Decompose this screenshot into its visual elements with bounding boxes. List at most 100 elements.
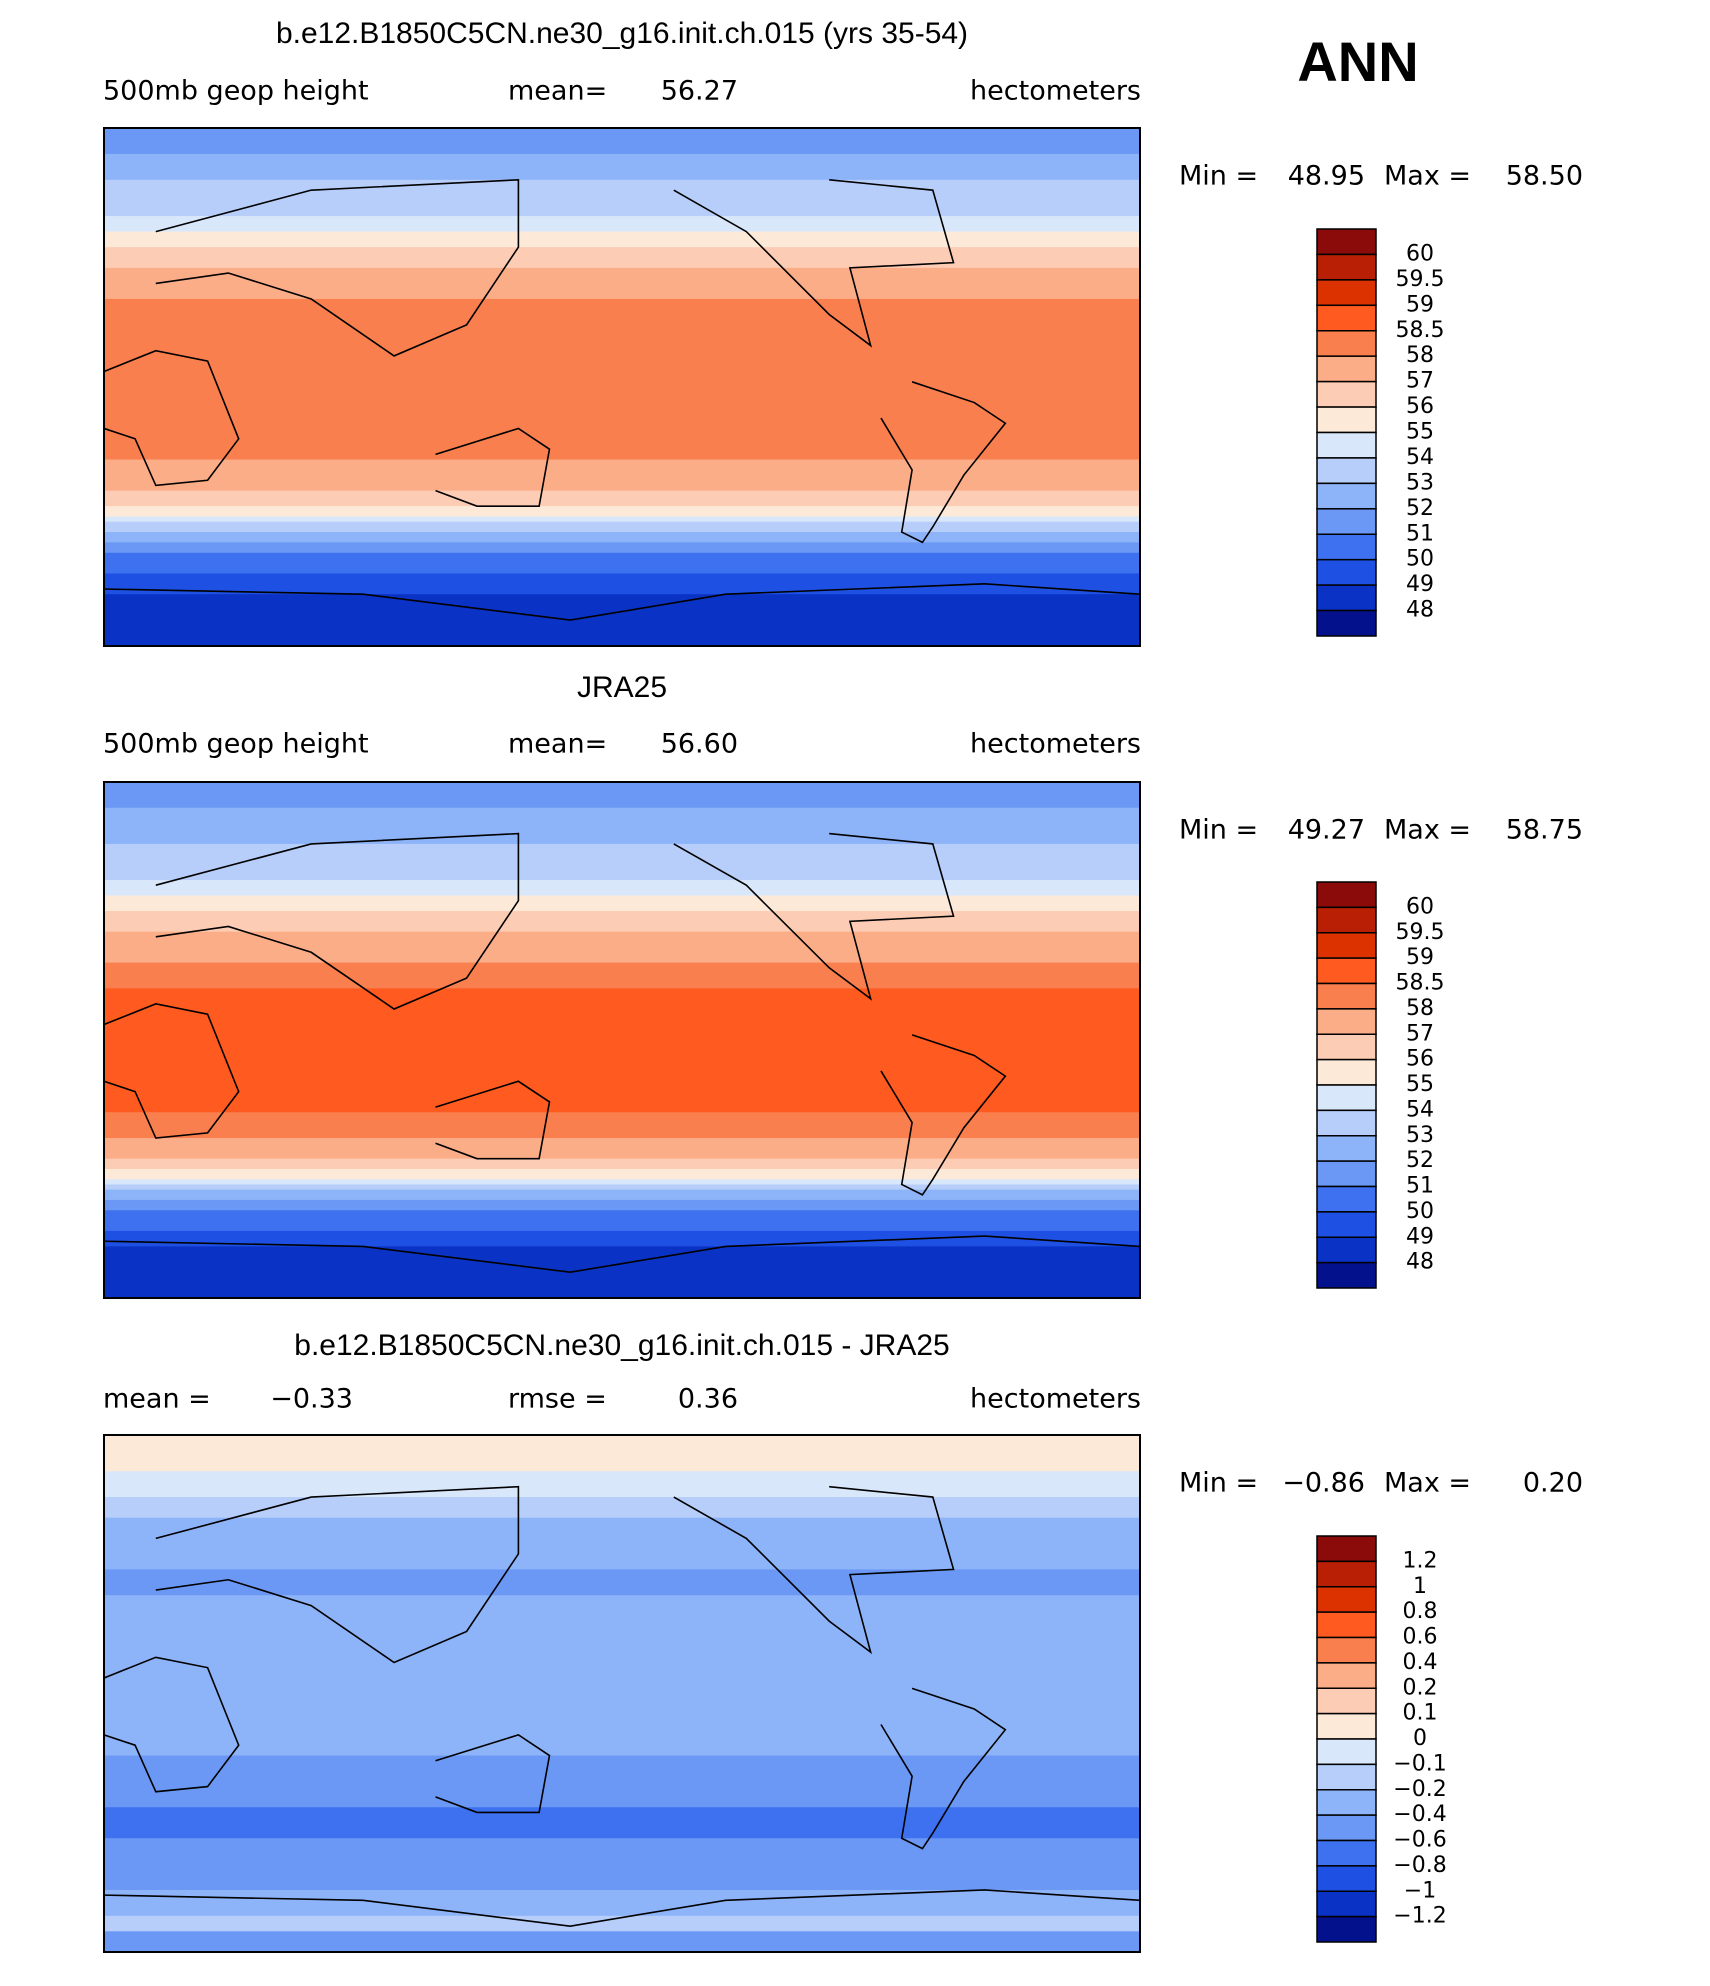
- contour-band: [104, 552, 1140, 574]
- contour-band: [104, 1199, 1140, 1211]
- contour-band: [104, 895, 1140, 912]
- coastline: [155, 832, 520, 1010]
- contour-band: [104, 1497, 1140, 1519]
- colorbar-box: [1316, 406, 1377, 434]
- colorbar-label: −1.2: [1393, 1904, 1446, 1929]
- max-value: 0.20: [1523, 1468, 1583, 1499]
- contour-band: [104, 1246, 1140, 1299]
- contour-band: [104, 542, 1140, 554]
- coastline: [880, 1034, 1007, 1196]
- colorbar-label: −0.6: [1393, 1828, 1446, 1853]
- colorbar-label: 54: [1406, 1097, 1434, 1122]
- contour-band: [104, 1169, 1140, 1180]
- colorbar-box: [1316, 1236, 1377, 1264]
- contour-band: [104, 1838, 1140, 1891]
- left-value: −0.33: [270, 1384, 353, 1415]
- max-label: Max =: [1384, 1468, 1471, 1499]
- contour-band: [104, 1179, 1140, 1185]
- contour-band: [104, 1517, 1140, 1570]
- min-value: −0.86: [1282, 1468, 1365, 1499]
- contour-band: [104, 1112, 1140, 1139]
- coastline: [880, 1687, 1007, 1850]
- contour-band: [104, 490, 1140, 507]
- colorbar-box: [1316, 1839, 1377, 1867]
- colorbar-label: 0.2: [1403, 1675, 1438, 1700]
- colorbar-box: [1316, 906, 1377, 934]
- contour-band: [104, 911, 1140, 933]
- coastline: [435, 427, 551, 507]
- contour-band: [104, 931, 1140, 964]
- contour-band: [104, 1889, 1140, 1917]
- colorbar-label: 59: [1406, 945, 1434, 970]
- colorbar-label: 48: [1406, 1250, 1434, 1275]
- colorbar-box: [1316, 1008, 1377, 1035]
- left-label: 500mb geop height: [103, 76, 369, 107]
- colorbar-label: 1.2: [1403, 1548, 1438, 1573]
- contour-band: [104, 1138, 1140, 1160]
- contour-band: [104, 128, 1140, 155]
- contour-band: [104, 216, 1140, 233]
- colorbar-box: [1316, 932, 1377, 959]
- contour-band: [104, 782, 1140, 809]
- contour-band: [104, 1931, 1140, 1953]
- center-value: 56.60: [661, 729, 738, 760]
- contour-band: [104, 179, 1140, 217]
- contour-band: [104, 231, 1140, 248]
- contour-band: [104, 1471, 1140, 1498]
- colorbar-label: −0.2: [1393, 1777, 1446, 1802]
- colorbar-label: 1: [1413, 1574, 1427, 1599]
- map-frame: [103, 127, 1141, 647]
- contour-band: [104, 807, 1140, 845]
- contour-band: [104, 880, 1140, 897]
- colorbar-box: [1316, 1261, 1377, 1289]
- colorbar-label: 59.5: [1396, 920, 1445, 945]
- min-label: Min =: [1179, 161, 1258, 192]
- colorbar-label: 57: [1406, 1021, 1434, 1046]
- colorbar-label: 54: [1406, 445, 1434, 470]
- coastline: [155, 178, 520, 357]
- colorbar-label: 58: [1406, 343, 1434, 368]
- contour-band: [104, 594, 1140, 647]
- contour-band: [104, 1158, 1140, 1170]
- colorbar-box: [1316, 1763, 1377, 1791]
- colorbar-box: [1316, 1109, 1377, 1137]
- colorbar-label: 50: [1406, 1199, 1434, 1224]
- colorbar-box: [1316, 584, 1377, 612]
- colorbar-box: [1316, 1033, 1377, 1061]
- colorbar-box: [1316, 558, 1377, 586]
- contour-band: [104, 1230, 1140, 1247]
- coastline: [435, 1733, 551, 1814]
- map-frame: [103, 1434, 1141, 1953]
- colorbar-label: 50: [1406, 547, 1434, 572]
- colorbar-label: 58: [1406, 996, 1434, 1021]
- contour-band: [104, 1915, 1140, 1932]
- colorbar-box: [1316, 1535, 1377, 1563]
- colorbar-box: [1316, 1560, 1377, 1588]
- coastline: [435, 1080, 551, 1160]
- colorbar-box: [1316, 1185, 1377, 1213]
- contour-band: [104, 1569, 1140, 1596]
- max-value: 58.75: [1506, 815, 1583, 846]
- contour-band: [104, 1595, 1140, 1757]
- coastline: [103, 1003, 240, 1139]
- colorbar-box: [1316, 982, 1377, 1010]
- contour-band: [104, 247, 1140, 269]
- panel-title: JRA25: [577, 671, 667, 704]
- colorbar-box: [1316, 1712, 1377, 1740]
- colorbar-box: [1316, 1058, 1377, 1086]
- colorbar-label: 0.6: [1403, 1625, 1438, 1650]
- contour-band: [104, 962, 1140, 989]
- contour-band: [104, 267, 1140, 300]
- units-label: hectometers: [970, 76, 1141, 107]
- colorbar-box: [1316, 1865, 1377, 1892]
- colorbar-label: −1: [1404, 1878, 1436, 1903]
- colorbar-label: 0: [1413, 1726, 1427, 1751]
- colorbar-label: 60: [1406, 894, 1434, 919]
- colorbar-box: [1316, 228, 1377, 256]
- coastline: [103, 1889, 1141, 1927]
- colorbar-label: 56: [1406, 1047, 1434, 1072]
- season-label: ANN: [1297, 30, 1418, 93]
- colorbar-box: [1316, 1586, 1377, 1613]
- left-label: mean =: [103, 1384, 211, 1415]
- contour-band: [104, 1755, 1140, 1808]
